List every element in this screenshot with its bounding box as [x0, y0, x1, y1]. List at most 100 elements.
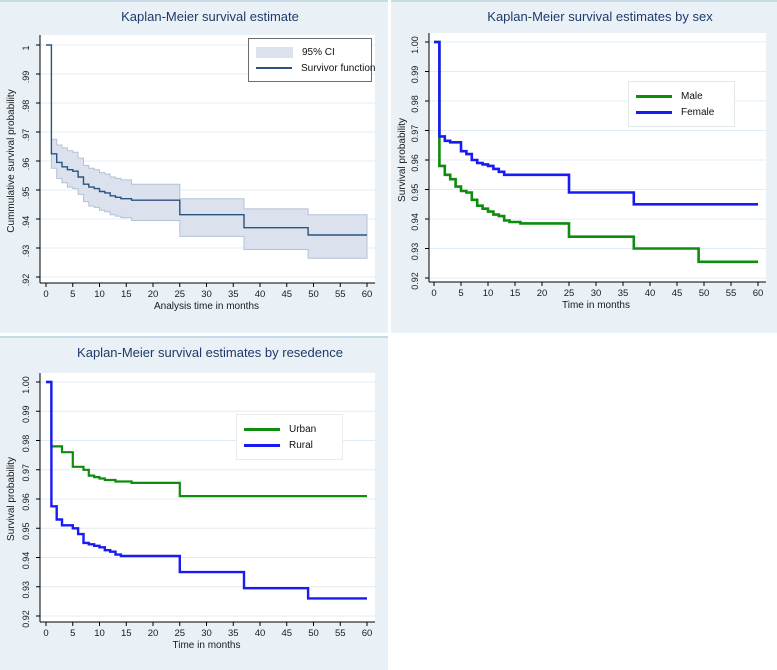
svg-text:Time in months: Time in months [562, 300, 630, 311]
rural-line-swatch [244, 443, 280, 447]
svg-text:Survival probability: Survival probability [397, 118, 408, 202]
km-by-residence-plot: 1.00 0.99 0.98 0.97 0.96 0.95 0.94 0.93 0.92 0 5 10… [6, 373, 375, 651]
svg-text:10: 10 [94, 289, 105, 300]
svg-text:0.95: 0.95 [410, 184, 420, 202]
km-by-sex-plot: 1.00 0.99 0.98 0.97 0.96 0.95 0.94 0.93 0.92 0 5 10… [397, 33, 766, 311]
svg-text:Analysis time in months: Analysis time in months [154, 301, 259, 312]
urban-line-swatch [244, 427, 280, 431]
svg-text:40: 40 [255, 628, 266, 639]
svg-text:.93: .93 [21, 245, 31, 258]
svg-text:0.96: 0.96 [21, 493, 31, 511]
svg-text:45: 45 [281, 628, 292, 639]
svg-text:15: 15 [121, 628, 132, 639]
svg-text:1: 1 [21, 45, 31, 50]
chart-title-overall: Kaplan-Meier survival estimate [121, 9, 299, 24]
svg-text:60: 60 [753, 288, 764, 299]
legend-label-survivor: Survivor function [301, 62, 376, 74]
svg-text:0.94: 0.94 [21, 552, 31, 570]
svg-text:.92: .92 [21, 274, 31, 287]
svg-text:0.92: 0.92 [21, 610, 31, 628]
svg-text:0: 0 [43, 289, 48, 300]
km-overall-panel: Kaplan-Meier survival estimate 1 .99 .98 .9… [0, 0, 388, 333]
svg-text:0.93: 0.93 [21, 581, 31, 599]
svg-text:50: 50 [699, 288, 710, 299]
svg-text:0: 0 [431, 288, 436, 299]
legend-label-ci: 95% CI [302, 46, 335, 58]
svg-text:25: 25 [174, 289, 185, 300]
svg-text:0.93: 0.93 [410, 243, 420, 261]
legend-item-male: Male [636, 88, 728, 104]
svg-text:0: 0 [43, 628, 48, 639]
km-overall-plot: 1 .99 .98 .97 .96 .95 .94 .93 .92 0 5 10 15 20 25 30 35 4… [6, 35, 375, 312]
svg-text:35: 35 [228, 628, 239, 639]
ci-band-swatch [256, 46, 293, 58]
svg-text:15: 15 [121, 289, 132, 300]
svg-text:60: 60 [362, 289, 373, 300]
svg-text:.99: .99 [21, 71, 31, 84]
svg-text:50: 50 [308, 628, 319, 639]
svg-text:1.00: 1.00 [21, 376, 31, 394]
svg-text:.94: .94 [21, 216, 31, 229]
legend-item-ci: 95% CI [256, 44, 365, 60]
svg-text:.96: .96 [21, 158, 31, 171]
svg-text:10: 10 [94, 628, 105, 639]
chart-title-residence: Kaplan-Meier survival estimates by resed… [77, 345, 343, 360]
legend-overall: 95% CI Survivor function [248, 38, 375, 82]
svg-text:25: 25 [174, 628, 185, 639]
svg-text:60: 60 [362, 628, 373, 639]
legend-item-rural: Rural [244, 437, 336, 453]
svg-text:0.97: 0.97 [410, 125, 420, 143]
svg-text:0.99: 0.99 [410, 66, 420, 84]
legend-item-female: Female [636, 104, 728, 120]
km-by-residence-panel: Kaplan-Meier survival estimates by resed… [0, 336, 388, 670]
svg-text:Survival probability: Survival probability [6, 457, 17, 541]
km-by-sex-panel: Kaplan-Meier survival estimates by sex 1… [391, 0, 777, 333]
svg-text:5: 5 [70, 628, 75, 639]
svg-text:0.98: 0.98 [410, 95, 420, 113]
legend-sex: Male Female [628, 81, 735, 127]
svg-text:0.99: 0.99 [21, 405, 31, 423]
svg-text:20: 20 [148, 628, 159, 639]
svg-text:20: 20 [537, 288, 548, 299]
survivor-line-swatch [256, 67, 292, 69]
legend-label-male: Male [681, 90, 703, 102]
legend-residence: Urban Rural [236, 414, 343, 460]
legend-label-rural: Rural [289, 439, 313, 451]
svg-text:55: 55 [335, 289, 346, 300]
svg-text:Time in months: Time in months [173, 640, 241, 651]
svg-text:.98: .98 [21, 100, 31, 113]
female-line-swatch [636, 110, 672, 114]
svg-text:.97: .97 [21, 129, 31, 142]
svg-text:0.92: 0.92 [410, 272, 420, 290]
svg-text:0.95: 0.95 [21, 522, 31, 540]
svg-text:10: 10 [483, 288, 494, 299]
svg-text:55: 55 [335, 628, 346, 639]
svg-text:55: 55 [726, 288, 737, 299]
svg-text:0.97: 0.97 [21, 464, 31, 482]
svg-text:20: 20 [148, 289, 159, 300]
svg-text:.95: .95 [21, 187, 31, 200]
svg-text:0.98: 0.98 [21, 435, 31, 453]
svg-text:40: 40 [645, 288, 656, 299]
male-line-swatch [636, 94, 672, 98]
svg-text:45: 45 [672, 288, 683, 299]
svg-text:35: 35 [618, 288, 629, 299]
svg-text:Cummulative survival probabili: Cummulative survival probability [6, 89, 17, 232]
legend-item-survivor: Survivor function [256, 60, 375, 76]
svg-text:0.96: 0.96 [410, 154, 420, 172]
chart-title-sex: Kaplan-Meier survival estimates by sex [487, 9, 713, 24]
svg-text:15: 15 [510, 288, 521, 299]
svg-text:5: 5 [70, 289, 75, 300]
svg-text:45: 45 [281, 289, 292, 300]
svg-text:30: 30 [201, 289, 212, 300]
svg-text:30: 30 [201, 628, 212, 639]
legend-label-urban: Urban [289, 423, 317, 435]
svg-text:25: 25 [564, 288, 575, 299]
svg-text:0.94: 0.94 [410, 213, 420, 231]
legend-item-urban: Urban [244, 421, 336, 437]
svg-text:50: 50 [308, 289, 319, 300]
svg-text:30: 30 [591, 288, 602, 299]
legend-label-female: Female [681, 106, 715, 118]
svg-text:35: 35 [228, 289, 239, 300]
svg-text:40: 40 [255, 289, 266, 300]
